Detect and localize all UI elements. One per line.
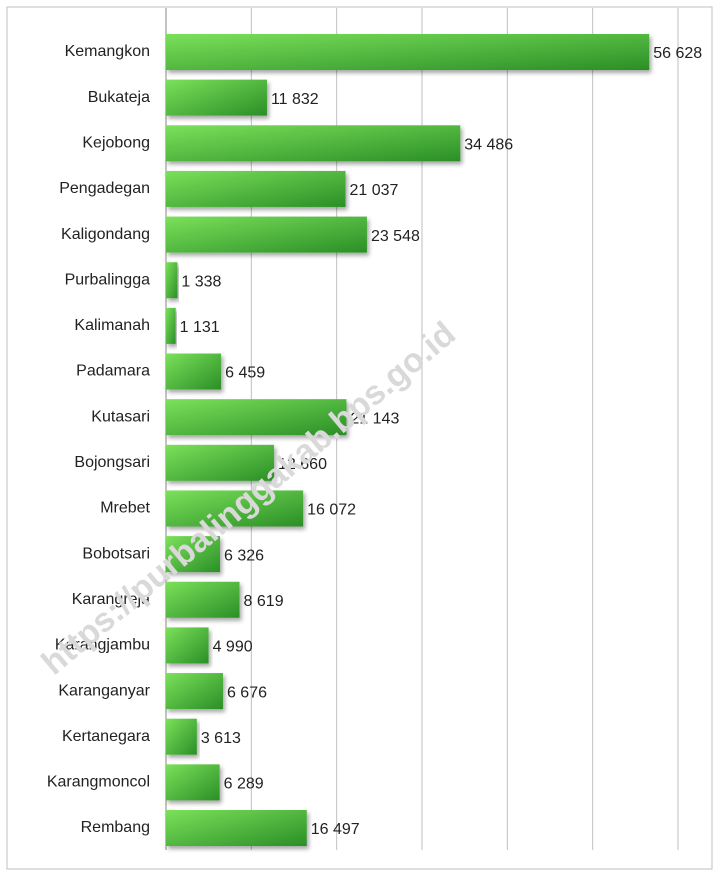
bar (166, 399, 347, 436)
value-label: 16 072 (307, 502, 356, 519)
value-label: 8 619 (244, 593, 284, 610)
bar (166, 307, 176, 344)
value-label: 6 289 (224, 776, 264, 793)
bar (166, 216, 367, 253)
bar (166, 170, 346, 207)
value-label: 3 613 (201, 730, 241, 747)
bar (166, 581, 240, 618)
category-label: Kertanegara (62, 728, 150, 745)
bar (166, 444, 275, 481)
value-label: 23 548 (371, 228, 420, 245)
bar (166, 536, 220, 573)
category-label: Kalimanah (74, 317, 150, 334)
bar (166, 262, 178, 299)
category-label: Kejobong (82, 135, 150, 152)
value-label: 34 486 (464, 137, 513, 154)
bar (166, 125, 461, 162)
value-label: 21 143 (350, 410, 399, 427)
value-label: 16 497 (311, 821, 360, 838)
bar (166, 490, 304, 527)
bar (166, 627, 209, 664)
value-label: 11 832 (271, 91, 319, 108)
category-label: Mrebet (100, 500, 150, 517)
value-label: 12 660 (278, 456, 327, 473)
category-label: Purbalingga (65, 271, 151, 288)
category-label: Kemangkon (65, 43, 150, 60)
value-label: 56 628 (653, 45, 702, 62)
category-label: Bukateja (88, 89, 150, 106)
value-label: 4 990 (213, 639, 253, 656)
bar (166, 34, 650, 70)
value-label: 6 676 (227, 684, 267, 701)
category-label: Kaligondang (61, 226, 150, 243)
category-label: Karangmoncol (47, 774, 150, 791)
category-label: Karanganyar (58, 682, 150, 699)
value-label: 21 037 (350, 182, 399, 199)
value-label: 1 338 (181, 273, 221, 290)
bar (166, 764, 220, 801)
category-label: Bojongsari (74, 454, 150, 471)
category-label: Kutasari (91, 408, 150, 425)
category-label: Rembang (81, 819, 150, 836)
bar (166, 810, 307, 846)
category-label: Bobotsari (82, 545, 150, 562)
bar (166, 353, 222, 390)
value-label: 6 459 (225, 365, 265, 382)
category-label: Padamara (76, 363, 150, 380)
category-label: Karangreja (72, 591, 150, 608)
bar (166, 673, 223, 710)
category-label: Pengadegan (59, 180, 150, 197)
value-label: 1 131 (180, 319, 220, 336)
bar (166, 79, 267, 116)
bar (166, 718, 197, 755)
value-label: 6 326 (224, 547, 264, 564)
category-label: Karangjambu (55, 637, 150, 654)
frame (6, 6, 713, 870)
